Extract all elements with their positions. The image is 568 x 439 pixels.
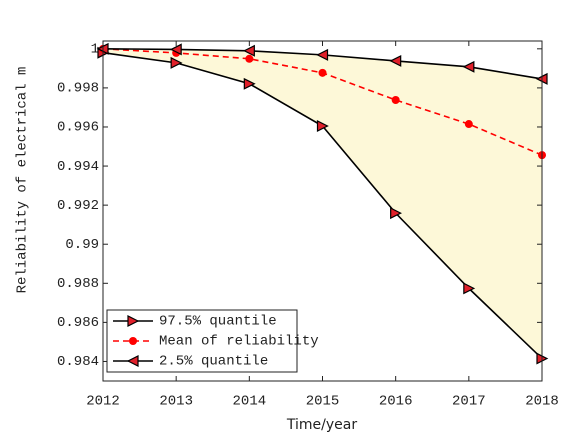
y-tick-label: 0.986 — [57, 315, 99, 331]
data-point — [390, 207, 403, 220]
data-point — [391, 96, 400, 105]
plot-frame — [102, 40, 543, 382]
data-point — [389, 54, 402, 67]
y-axis-label: Reliability of electrical m — [15, 67, 31, 294]
y-tick-label: 1 — [91, 42, 99, 58]
data-point — [242, 44, 255, 57]
legend-marker — [126, 355, 139, 367]
y-tick-label: 0.99 — [65, 237, 99, 253]
legend-label: Mean of reliability — [159, 334, 319, 350]
data-point — [463, 282, 476, 295]
data-point — [316, 120, 329, 132]
data-point — [243, 77, 256, 90]
x-tick-label: 2017 — [452, 394, 486, 410]
x-tick-label: 2014 — [233, 394, 267, 410]
legend: 97.5% quantile Mean of reliability 2.5% qu… — [106, 309, 319, 373]
data-point — [462, 60, 475, 73]
legend-marker — [129, 337, 137, 345]
y-tick-label: 0.988 — [57, 276, 99, 292]
x-axis-label: Time/year — [286, 417, 357, 433]
data-point — [318, 68, 327, 77]
data-point — [245, 54, 254, 63]
data-point — [316, 48, 329, 61]
legend-marker — [127, 315, 140, 327]
y-tick-label: 0.998 — [57, 81, 99, 97]
x-tick-label: 2012 — [86, 394, 120, 410]
legend-label: 2.5% quantile — [159, 354, 268, 370]
band-fill — [103, 48, 542, 359]
data-point — [169, 43, 182, 56]
data-point — [464, 120, 473, 129]
x-tick-label: 2018 — [525, 394, 559, 410]
y-tick-label: 0.996 — [57, 120, 99, 136]
y-tick-label: 0.994 — [57, 159, 99, 175]
y-tick-label: 0.992 — [57, 198, 99, 214]
y-tick-label: 0.984 — [57, 354, 99, 370]
x-tick-label: 2013 — [159, 394, 193, 410]
data-point — [170, 56, 183, 69]
x-tick-label: 2016 — [379, 394, 413, 410]
x-tick-label: 2015 — [306, 394, 340, 410]
legend-label: 97.5% quantile — [159, 314, 277, 330]
